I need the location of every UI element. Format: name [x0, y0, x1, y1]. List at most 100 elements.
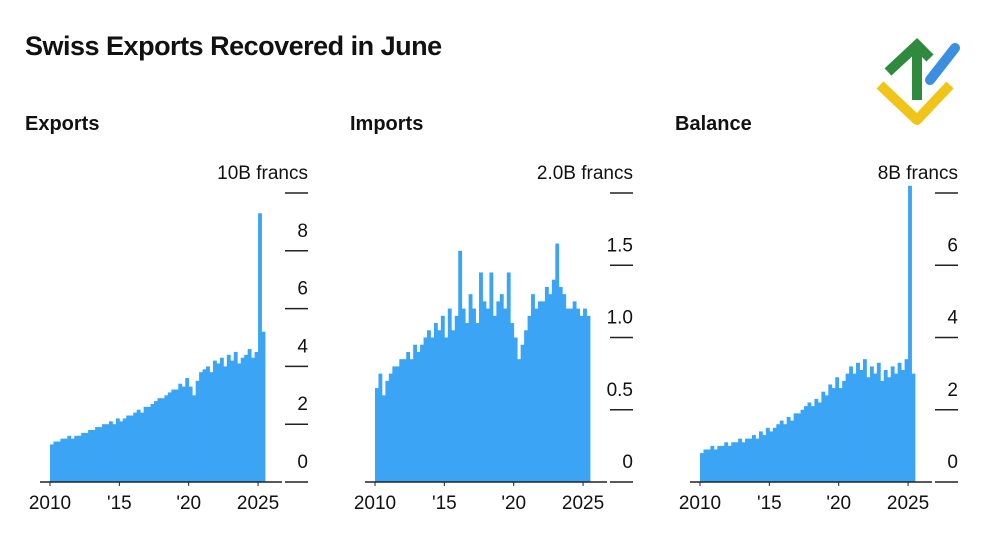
bar: [503, 308, 508, 482]
bar: [129, 415, 134, 482]
bar: [174, 389, 179, 482]
bar: [126, 415, 131, 482]
bar: [192, 395, 197, 482]
bar: [444, 337, 449, 482]
bar: [755, 438, 760, 482]
bar: [783, 424, 788, 482]
bar: [537, 301, 542, 482]
bar: [586, 315, 591, 482]
y-tick-label: 2: [947, 380, 958, 401]
bar: [154, 401, 158, 482]
bar: [468, 294, 473, 482]
bar: [465, 323, 470, 482]
bar: [433, 323, 438, 482]
x-tick-label: 2025: [237, 493, 279, 514]
y-tick-label: 0: [622, 452, 633, 473]
bar: [551, 279, 556, 482]
bar: [240, 357, 245, 482]
bar: [188, 386, 193, 482]
bar: [517, 359, 522, 482]
bar: [164, 395, 169, 482]
bar: [569, 308, 574, 482]
bar: [576, 308, 580, 482]
y-tick-label: 4: [947, 308, 958, 329]
bar: [866, 377, 871, 482]
bar: [828, 384, 833, 482]
bar: [206, 366, 210, 482]
bar: [869, 366, 874, 482]
bar: [883, 370, 888, 482]
bar: [562, 294, 567, 482]
bar: [524, 330, 528, 482]
bar: [209, 372, 214, 482]
bar: [800, 409, 805, 482]
bar: [807, 402, 812, 482]
bar: [440, 315, 445, 482]
x-tick-label: 2010: [354, 493, 396, 514]
chart-title: Swiss Exports Recovered in June: [25, 31, 442, 61]
panel-title: Imports: [350, 113, 423, 135]
bar: [63, 438, 68, 482]
bar: [727, 445, 732, 482]
bar: [60, 438, 65, 482]
bar: [717, 445, 722, 482]
bar: [102, 424, 106, 482]
bar: [119, 421, 124, 482]
bar: [583, 308, 587, 482]
bar: [233, 351, 238, 482]
bar: [437, 330, 442, 482]
bar: [531, 294, 535, 482]
x-tick-label: '15: [107, 493, 132, 514]
panel-title: Balance: [675, 113, 752, 135]
bar: [160, 398, 165, 482]
y-tick-label: 8B francs: [878, 163, 958, 184]
bar: [212, 360, 217, 482]
bar: [458, 250, 463, 482]
x-tick-label: 2010: [679, 493, 721, 514]
bar: [706, 449, 711, 482]
bar: [74, 435, 79, 482]
bar: [835, 377, 840, 482]
y-tick-label: 4: [297, 336, 308, 357]
x-tick-label: '20: [826, 493, 851, 514]
bar: [703, 449, 708, 482]
bar: [451, 330, 456, 482]
panel-title: Exports: [25, 113, 99, 135]
bar: [388, 373, 393, 482]
bar: [700, 453, 704, 482]
bar: [510, 323, 515, 482]
bar: [140, 412, 145, 482]
bar: [765, 427, 770, 482]
y-tick-label: 0: [947, 452, 958, 473]
bar: [911, 373, 916, 482]
bar: [105, 424, 110, 482]
bar: [520, 344, 525, 482]
bar: [202, 369, 207, 482]
y-tick-label: 0.5: [607, 380, 633, 401]
bar: [904, 359, 909, 482]
bar: [748, 438, 753, 482]
bar: [565, 308, 570, 482]
bar: [741, 442, 746, 482]
bar: [790, 420, 795, 482]
bar: [77, 435, 82, 482]
bar: [534, 308, 539, 482]
bar: [447, 308, 452, 482]
bar: [779, 420, 784, 482]
bar: [890, 366, 895, 482]
bar: [244, 354, 249, 482]
bar: [53, 441, 58, 482]
y-tick-label: 2.0B francs: [537, 163, 633, 184]
bar: [880, 380, 885, 482]
bar: [734, 442, 739, 482]
bar: [541, 301, 546, 482]
bar: [91, 429, 96, 482]
bar: [887, 377, 892, 482]
bar: [852, 373, 857, 482]
y-tick-label: 8: [297, 221, 308, 242]
bar: [776, 424, 781, 482]
bar: [849, 366, 853, 482]
bar: [831, 388, 836, 482]
bar: [555, 243, 560, 482]
bar: [136, 409, 141, 482]
